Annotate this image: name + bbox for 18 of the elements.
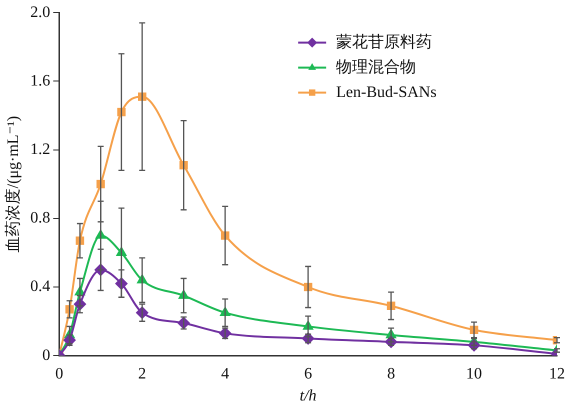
x-tick-label: 4	[221, 365, 230, 382]
x-tick-label: 10	[466, 365, 482, 382]
y-tick-label: 0.4	[30, 278, 50, 296]
legend-label: 物理混合物	[336, 58, 416, 76]
legend-label: Len-Bud-SANs	[336, 84, 437, 101]
x-axis-title: t/h	[300, 388, 317, 405]
y-tick-label: 0	[42, 346, 50, 364]
x-tick-label: 12	[549, 365, 565, 382]
x-tick-label: 8	[387, 365, 396, 382]
y-axis-title: 血药浓度/(μg·mL⁻¹)	[4, 116, 22, 252]
x-tick-label: 6	[304, 365, 312, 382]
y-tick-label: 2.0	[30, 4, 50, 21]
y-tick-label: 0.8	[30, 210, 50, 227]
y-tick-label: 1.6	[30, 72, 50, 90]
x-tick-label: 2	[138, 365, 146, 382]
x-tick-label: 0	[55, 365, 64, 382]
y-tick-label: 1.2	[30, 141, 50, 158]
legend-label: 蒙花苷原料药	[336, 32, 432, 51]
